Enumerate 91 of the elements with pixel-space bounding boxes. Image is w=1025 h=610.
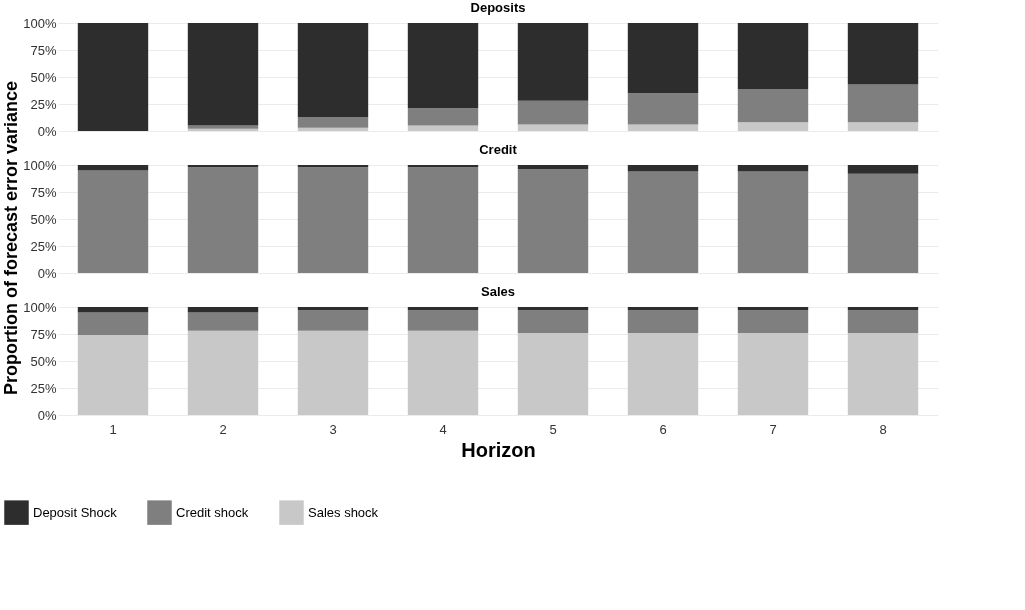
bar bbox=[407, 125, 479, 131]
x-tick-label: 2 bbox=[219, 421, 227, 437]
bar bbox=[847, 173, 919, 273]
bar bbox=[407, 108, 479, 126]
x-tick-label: 3 bbox=[329, 421, 337, 437]
x-tick-label: 8 bbox=[879, 421, 887, 437]
bar bbox=[187, 307, 259, 313]
bar bbox=[407, 167, 479, 273]
bar bbox=[407, 310, 479, 331]
legend-label: Credit shock bbox=[176, 504, 249, 520]
bar bbox=[77, 170, 149, 273]
bar bbox=[517, 332, 589, 415]
legend-label: Deposit Shock bbox=[33, 504, 118, 520]
bar bbox=[847, 84, 919, 123]
bar bbox=[407, 330, 479, 415]
bar bbox=[77, 307, 149, 313]
bar bbox=[847, 307, 919, 311]
bar bbox=[517, 100, 589, 125]
bar bbox=[517, 124, 589, 131]
bar bbox=[847, 310, 919, 333]
y-tick-label: 100% bbox=[23, 15, 57, 31]
bar bbox=[187, 312, 259, 331]
bar bbox=[737, 165, 809, 172]
bar bbox=[297, 167, 369, 273]
bar bbox=[407, 23, 479, 109]
bar bbox=[847, 23, 919, 85]
bar bbox=[517, 169, 589, 273]
y-tick-label: 50% bbox=[30, 69, 57, 85]
bar bbox=[517, 23, 589, 101]
y-tick-label: 75% bbox=[30, 42, 57, 58]
y-tick-label: 75% bbox=[30, 326, 57, 342]
y-tick-label: 25% bbox=[30, 96, 57, 112]
legend-label: Sales shock bbox=[308, 504, 379, 520]
bar bbox=[627, 93, 699, 125]
bar bbox=[737, 23, 809, 89]
bar bbox=[297, 310, 369, 331]
bar bbox=[297, 127, 369, 131]
bar bbox=[627, 307, 699, 311]
bar bbox=[847, 332, 919, 415]
x-tick-label: 6 bbox=[659, 421, 667, 437]
x-tick-label: 4 bbox=[439, 421, 447, 437]
y-tick-label: 50% bbox=[30, 211, 57, 227]
y-tick-label: 25% bbox=[30, 238, 57, 254]
y-tick-label: 25% bbox=[30, 380, 57, 396]
y-tick-label: 100% bbox=[23, 299, 57, 315]
bar bbox=[627, 332, 699, 415]
bar bbox=[297, 330, 369, 415]
bar bbox=[737, 122, 809, 131]
bar bbox=[627, 165, 699, 172]
bar bbox=[627, 171, 699, 273]
bar bbox=[297, 307, 369, 311]
y-tick-label: 0% bbox=[37, 407, 57, 423]
chart-title: Deposits bbox=[470, 0, 526, 15]
bar bbox=[407, 307, 479, 311]
bar bbox=[187, 330, 259, 415]
bar bbox=[847, 122, 919, 131]
x-axis-title: Horizon bbox=[461, 438, 536, 461]
bar bbox=[627, 310, 699, 333]
y-tick-label: 100% bbox=[23, 157, 57, 173]
bar bbox=[737, 171, 809, 273]
y-tick-label: 0% bbox=[37, 123, 57, 139]
x-tick-label: 5 bbox=[549, 421, 557, 437]
y-tick-label: 75% bbox=[30, 184, 57, 200]
bar bbox=[77, 165, 149, 171]
bar bbox=[77, 312, 149, 336]
x-tick-label: 1 bbox=[109, 421, 117, 437]
bar bbox=[297, 23, 369, 117]
y-axis-title: Proportion of forecast error variance bbox=[1, 80, 21, 396]
bar bbox=[737, 310, 809, 333]
chart-title: Sales bbox=[481, 284, 515, 299]
bar bbox=[737, 332, 809, 415]
bar bbox=[297, 116, 369, 128]
bar bbox=[627, 23, 699, 94]
y-tick-label: 50% bbox=[30, 353, 57, 369]
bar bbox=[517, 307, 589, 311]
bar bbox=[407, 165, 479, 168]
chart-title: Credit bbox=[479, 142, 518, 157]
x-tick-label: 7 bbox=[769, 421, 777, 437]
bar bbox=[297, 165, 369, 168]
bar bbox=[77, 23, 149, 131]
bar bbox=[737, 88, 809, 123]
bar bbox=[77, 335, 149, 415]
bar bbox=[627, 124, 699, 131]
bar bbox=[517, 165, 589, 170]
bar bbox=[847, 165, 919, 174]
bar bbox=[517, 310, 589, 333]
bar bbox=[187, 23, 259, 126]
bar bbox=[737, 307, 809, 311]
bar bbox=[187, 167, 259, 273]
bar bbox=[187, 165, 259, 168]
y-tick-label: 0% bbox=[37, 265, 57, 281]
